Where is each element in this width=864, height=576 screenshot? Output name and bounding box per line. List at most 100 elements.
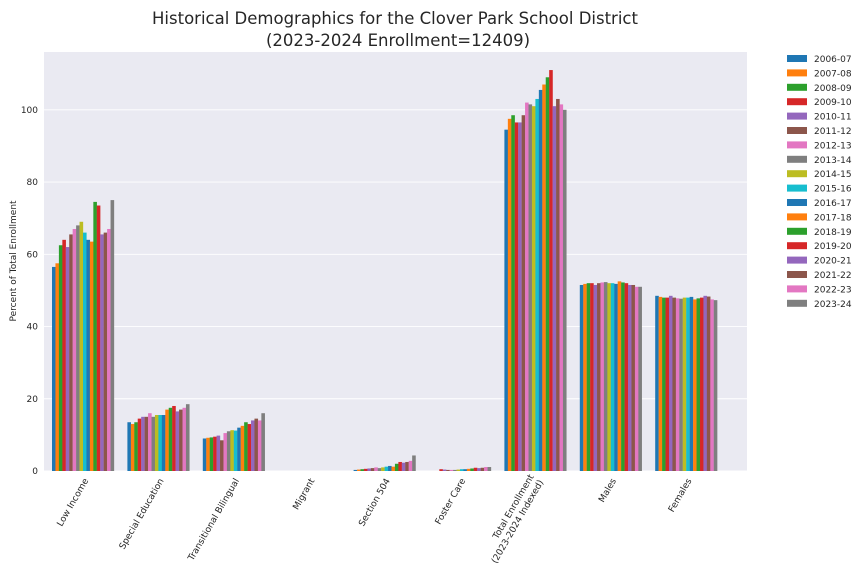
bar <box>62 239 66 471</box>
bar <box>360 469 365 471</box>
bar <box>597 283 601 471</box>
bar <box>401 462 406 471</box>
x-tick-label: Migrant <box>292 477 318 512</box>
bar <box>545 77 550 471</box>
bar <box>525 102 529 471</box>
bar <box>209 437 214 471</box>
bar <box>65 247 70 471</box>
chart-subtitle: (2023-2024 Enrollment=12409) <box>266 31 530 50</box>
bar <box>628 284 632 471</box>
bar <box>374 467 378 471</box>
x-tick-label: Foster Care <box>434 477 469 527</box>
legend-swatch <box>787 69 807 77</box>
legend-swatch <box>787 285 807 293</box>
legend-swatch <box>787 299 807 307</box>
x-tick-label: Females <box>667 477 694 515</box>
bar <box>137 418 142 471</box>
legend-swatch <box>787 127 807 134</box>
bar <box>484 467 488 471</box>
x-tick-labels: Low Income Special Education Transitional … <box>56 473 695 566</box>
bar <box>549 70 553 471</box>
bar <box>52 266 56 471</box>
legend-swatch <box>787 242 807 250</box>
bar <box>696 298 701 471</box>
bar <box>603 282 608 471</box>
x-tick-label: Males <box>597 477 619 505</box>
bar <box>679 298 683 471</box>
legend-swatch <box>787 256 807 264</box>
bar <box>244 422 248 471</box>
bar <box>107 228 111 471</box>
bar <box>686 297 690 471</box>
bar <box>480 467 485 471</box>
legend-label: 2020-21 <box>814 257 852 267</box>
bar <box>220 440 224 471</box>
y-tick-label: 40 <box>27 323 39 333</box>
legend-label: 2019-20 <box>814 242 852 252</box>
bar <box>148 413 152 471</box>
bar <box>463 469 468 471</box>
bar <box>93 201 97 471</box>
chart-title: Historical Demographics for the Clover P… <box>152 9 638 28</box>
legend-label: 2014-15 <box>814 170 852 180</box>
bar <box>477 468 481 471</box>
bar <box>83 232 87 471</box>
bar <box>96 205 101 471</box>
bar <box>456 469 461 471</box>
y-axis-label: Percent of Total Enrollment <box>9 200 19 322</box>
legend-label: 2021-22 <box>814 271 852 281</box>
bar <box>590 283 594 471</box>
bar <box>579 284 584 471</box>
bar <box>213 436 217 471</box>
bar <box>528 104 533 471</box>
legend-swatch <box>787 141 807 149</box>
bar <box>384 466 389 471</box>
bar <box>172 405 176 471</box>
bar <box>586 283 591 471</box>
bar <box>706 296 711 471</box>
bar <box>658 296 663 471</box>
bar <box>69 234 73 471</box>
legend-swatch <box>787 155 807 163</box>
bar <box>610 283 615 471</box>
legend-label: 2015-16 <box>814 185 852 195</box>
bar <box>398 461 402 471</box>
bar <box>710 299 714 471</box>
bar <box>151 416 156 471</box>
legend-swatch <box>787 55 807 62</box>
bar <box>247 424 252 471</box>
bar <box>226 431 231 471</box>
bar <box>446 469 450 471</box>
bar <box>168 407 173 471</box>
bar <box>689 296 694 471</box>
y-tick-label: 60 <box>27 250 39 260</box>
bar <box>251 420 255 471</box>
legend-label: 2009-10 <box>814 98 852 108</box>
bar <box>514 122 519 471</box>
legend-label: 2018-19 <box>814 228 852 238</box>
bar <box>154 415 159 471</box>
bar <box>388 465 392 471</box>
bar <box>668 295 673 471</box>
bar <box>72 228 77 471</box>
legend-label: 2022-23 <box>814 285 852 295</box>
bar <box>357 469 361 471</box>
bar <box>165 409 169 471</box>
bar <box>521 115 526 471</box>
bar <box>583 283 587 471</box>
bar <box>237 427 241 471</box>
bar <box>100 234 104 471</box>
bar <box>473 467 478 471</box>
bar <box>391 466 396 471</box>
legend-swatch <box>787 199 807 206</box>
bar <box>233 430 238 471</box>
bar <box>655 295 659 471</box>
bar <box>161 415 166 471</box>
y-tick-label: 100 <box>21 106 38 116</box>
legend-label: 2012-13 <box>814 141 852 151</box>
bar <box>144 416 149 471</box>
bar <box>257 420 262 471</box>
bar <box>394 463 399 471</box>
bar <box>672 297 677 471</box>
legend-swatch <box>787 83 807 91</box>
